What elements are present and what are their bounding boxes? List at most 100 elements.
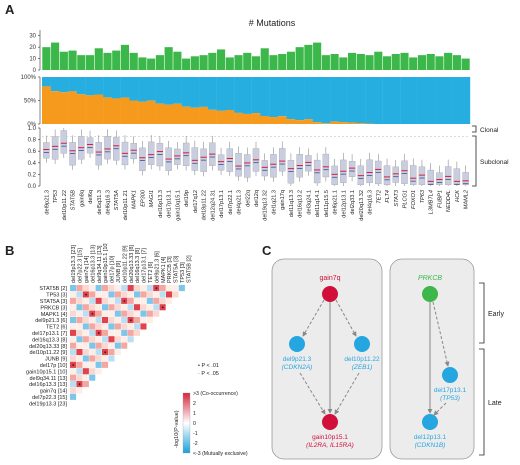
row-label: del9q34.11 [13] bbox=[29, 376, 67, 382]
heatmap-cell bbox=[121, 329, 128, 336]
subclonal-bar bbox=[330, 77, 340, 122]
column-label: del16q13.3 [8] bbox=[135, 248, 141, 283]
heatmap-cell bbox=[108, 317, 115, 324]
subclonal-bar bbox=[338, 77, 348, 123]
clonal-bar bbox=[295, 120, 305, 124]
mutation-bar bbox=[452, 55, 461, 70]
heatmap-cell bbox=[76, 361, 83, 368]
mutation-count-bars bbox=[42, 42, 470, 70]
heatmap-cell bbox=[108, 329, 115, 336]
heatmap-cell bbox=[70, 285, 77, 292]
mutation-bar bbox=[382, 56, 392, 70]
heatmap-cell bbox=[95, 310, 102, 317]
heatmap-cell bbox=[70, 310, 77, 317]
il2ra-label: (IL2RA, IL15RA) bbox=[306, 442, 354, 449]
mutation-bar bbox=[304, 44, 313, 70]
heatmap-cell bbox=[108, 349, 115, 356]
heatmap-cell bbox=[70, 393, 77, 400]
gene-label: del17p13.1 bbox=[167, 190, 173, 218]
row-label: JUNB [9] bbox=[45, 357, 67, 363]
box bbox=[366, 159, 373, 183]
heatmap-cell bbox=[89, 342, 96, 349]
del12p13-label: del12p13.1 bbox=[414, 434, 447, 441]
gene-label: del10p11.22 bbox=[62, 190, 68, 220]
box bbox=[278, 148, 286, 172]
subclonal-bar bbox=[111, 77, 121, 99]
subclonal-bar bbox=[50, 77, 60, 92]
gain7q-node bbox=[322, 286, 338, 302]
mutation-bar bbox=[400, 52, 409, 70]
mutation-bar bbox=[243, 52, 252, 70]
bot-tick-label: 1.0 bbox=[28, 126, 37, 132]
heatmap-cell bbox=[114, 329, 121, 336]
heatmap-cell bbox=[70, 381, 77, 388]
heatmap-cell bbox=[102, 317, 109, 324]
gain10p15-node bbox=[322, 414, 338, 430]
gene-label: del4q16.3 bbox=[368, 190, 374, 215]
clonal-bar bbox=[304, 119, 313, 124]
gene-label: del10p11.21 bbox=[123, 190, 129, 220]
heatmap-cell bbox=[153, 304, 160, 311]
heatmap-cell bbox=[166, 297, 173, 304]
heatmap-cell bbox=[76, 336, 83, 343]
significance-dot bbox=[72, 364, 75, 366]
box bbox=[147, 141, 155, 165]
clonal-bar bbox=[42, 86, 51, 124]
del9p21-node bbox=[289, 336, 305, 352]
heatmap-cell bbox=[89, 368, 96, 375]
gene-label: del6p21.1 bbox=[333, 190, 339, 215]
box bbox=[43, 142, 50, 159]
heatmap-cell bbox=[121, 336, 128, 343]
row-label: del16p13.3 [13] bbox=[29, 382, 67, 388]
gene-label: del19p bbox=[184, 190, 190, 207]
heatmap-cell bbox=[70, 374, 77, 381]
clonal-bar bbox=[164, 104, 174, 124]
del10p11-label: del10p11.22 bbox=[344, 356, 380, 363]
heatmap-cell bbox=[82, 374, 89, 381]
significance-dot bbox=[129, 319, 132, 322]
subclonal-bar bbox=[155, 77, 165, 104]
prkcb-node bbox=[422, 286, 438, 302]
heatmap-cell bbox=[70, 342, 77, 349]
gene-label: STAT5B bbox=[71, 190, 77, 211]
mid-tick-label: 0% bbox=[27, 122, 36, 128]
clonal-bar bbox=[260, 116, 270, 124]
box bbox=[444, 166, 452, 185]
heatmap-cell bbox=[89, 374, 96, 381]
gain7q-label: gain7q bbox=[319, 275, 340, 282]
subclonal-bar bbox=[435, 77, 444, 124]
box bbox=[392, 166, 399, 183]
clonal-bracket bbox=[472, 125, 477, 133]
gene-label: del12q bbox=[254, 190, 260, 207]
box bbox=[139, 147, 146, 171]
row-label: MAPK1 [4] bbox=[41, 312, 68, 318]
gene-label: PLCG1 bbox=[402, 190, 408, 208]
heatmap-cell bbox=[82, 323, 89, 330]
mutation-bar bbox=[155, 55, 164, 70]
box bbox=[130, 143, 137, 160]
mutation-bar bbox=[129, 52, 138, 70]
box bbox=[51, 136, 59, 160]
clonal-bar bbox=[120, 97, 130, 124]
clonal-bar bbox=[138, 101, 148, 124]
early-bracket bbox=[479, 282, 485, 344]
clonal-bar bbox=[312, 122, 322, 124]
significance-dot bbox=[123, 300, 126, 302]
heatmap-cell bbox=[82, 317, 89, 324]
subclonal-bar bbox=[190, 77, 200, 108]
box bbox=[305, 155, 312, 172]
significance-legend: • P < .01 · P < .05 bbox=[198, 363, 219, 377]
edge-gain7q-del10p bbox=[335, 299, 357, 337]
heatmap-cell bbox=[108, 304, 115, 311]
gene-label: HCK bbox=[455, 190, 461, 202]
heatmap-cell bbox=[121, 291, 128, 298]
heatmap-cell bbox=[146, 297, 153, 304]
edge-del9p-gain10p bbox=[299, 372, 326, 415]
gene-label: del16q13.2 bbox=[298, 190, 304, 218]
gene-label: L3MBTL4 bbox=[429, 190, 435, 214]
mutation-bar bbox=[182, 58, 191, 70]
heatmap-cell bbox=[134, 297, 141, 304]
box bbox=[235, 153, 242, 177]
heatmap-cell bbox=[121, 342, 128, 349]
box bbox=[436, 172, 443, 185]
